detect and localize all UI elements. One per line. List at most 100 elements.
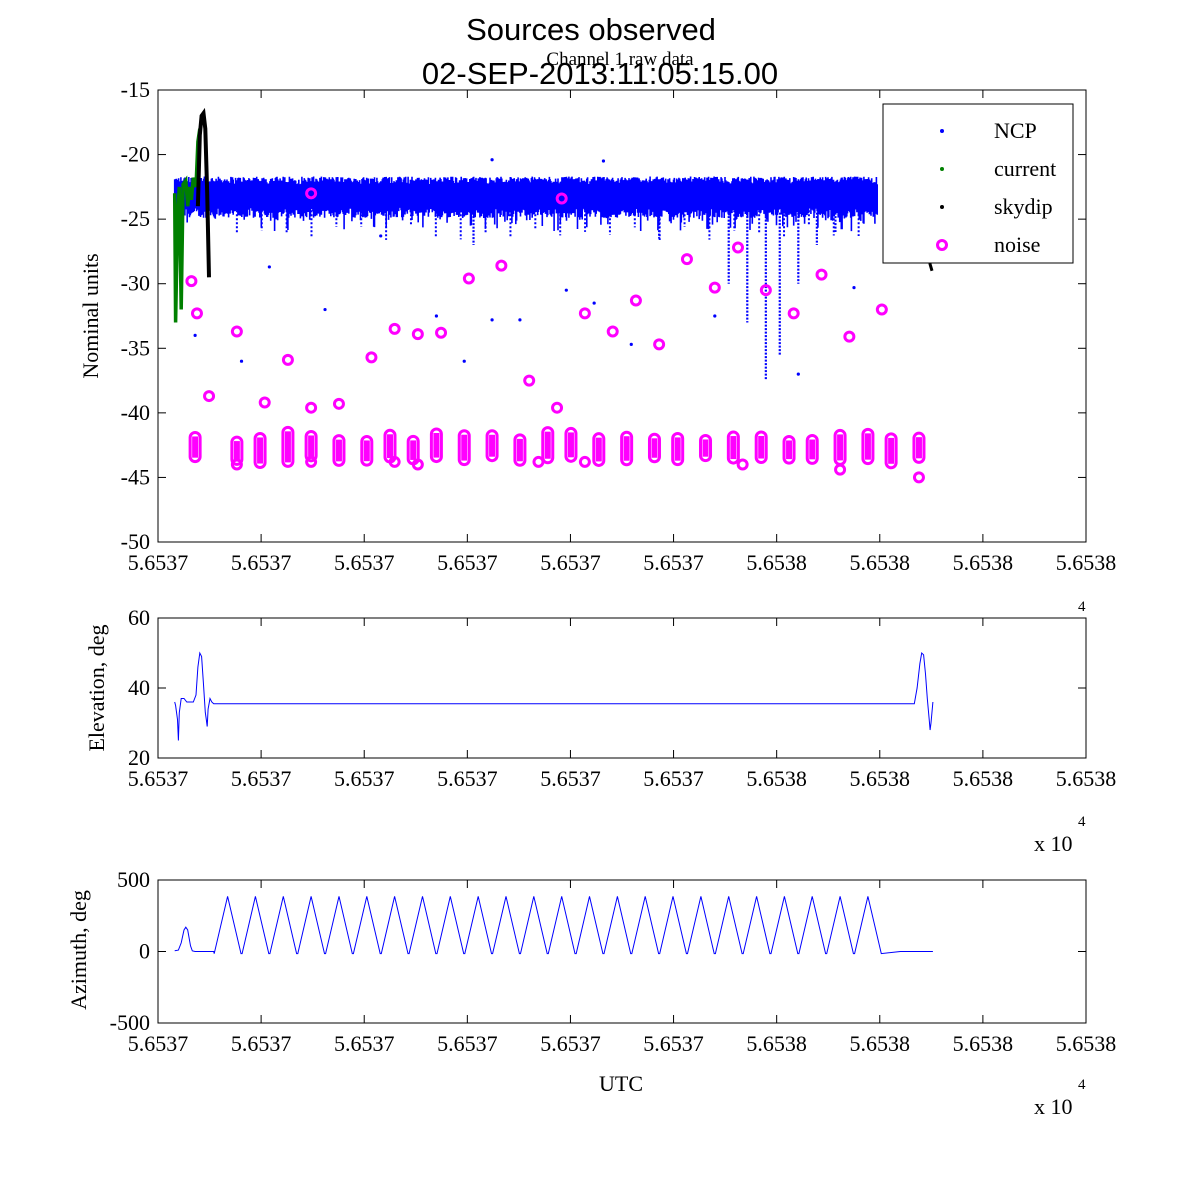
- noise-point: [680, 253, 693, 266]
- elevation-axes-box: [157, 617, 1087, 759]
- azimuth-ytick-label: -500: [110, 1010, 150, 1035]
- noise-cluster: [304, 429, 318, 463]
- noise-point: [365, 351, 378, 364]
- azimuth-xtick-label: 5.6537: [540, 1031, 601, 1056]
- noise-point: [815, 268, 828, 281]
- elevation-xtick-label: 5.6537: [334, 766, 395, 791]
- ncp-point: [852, 285, 856, 290]
- noise-cluster: [230, 435, 244, 466]
- noise-point: [495, 259, 508, 272]
- noise-cluster: [754, 430, 768, 465]
- ncp-series: [173, 158, 878, 381]
- noise-cluster: [620, 430, 634, 467]
- noise-point: [787, 307, 800, 320]
- ncp-point: [490, 318, 494, 322]
- ncp-point: [629, 342, 633, 347]
- legend-ncp-marker: [940, 129, 944, 133]
- noise-cluster: [457, 429, 471, 467]
- azimuth-x-ticks: 5.6537 5.6537 5.6537 5.6537 5.6537 5.6537 5.65…: [128, 880, 1116, 1056]
- raw-data-y-ticks: -15 -20 -25 -30 -35 -40 -45 -50: [121, 77, 1086, 554]
- raw-ytick-label: -25: [121, 206, 150, 231]
- raw-data-plot-area: [172, 107, 934, 484]
- raw-xtick-label: 5.6538: [850, 550, 911, 575]
- elevation-plot-area: [174, 651, 934, 741]
- noise-cluster: [281, 425, 295, 468]
- raw-xtick-label: 5.6537: [437, 550, 498, 575]
- ncp-point: [239, 359, 244, 363]
- azimuth-x-multiplier: x 10: [1034, 1094, 1073, 1119]
- noise-point: [532, 455, 545, 468]
- raw-xtick-label: 5.6538: [746, 550, 807, 575]
- azimuth-ytick-label: 500: [117, 867, 150, 892]
- legend-entry-ncp: NCP: [940, 118, 1037, 143]
- ncp-point: [592, 301, 596, 305]
- elevation-xtick-label: 5.6537: [231, 766, 292, 791]
- elevation-x-ticks: 5.6537 5.6537 5.6537 5.6537 5.6537 5.6537 5.65…: [128, 618, 1117, 791]
- raw-xtick-label: 5.6538: [1056, 550, 1117, 575]
- noise-point: [912, 471, 925, 484]
- elevation-xtick-label: 5.6538: [850, 766, 911, 791]
- raw-ytick-label: -30: [121, 271, 150, 296]
- noise-series: [185, 187, 926, 484]
- legend-entry-noise: noise: [936, 232, 1040, 257]
- ncp-point: [796, 372, 800, 376]
- elevation-x-exponent: 4: [1078, 814, 1086, 830]
- ncp-point: [564, 288, 568, 292]
- elevation-ytick-label: 60: [128, 605, 150, 630]
- elevation-xtick-label: 5.6538: [1056, 766, 1117, 791]
- noise-cluster: [188, 430, 202, 464]
- azimuth-x-exponent: 4: [1078, 1077, 1086, 1093]
- noise-cluster: [513, 433, 527, 467]
- raw-data-panel: -15-20-25-30-35-40-45-50 5.6537 5.6537 5.6…: [78, 77, 1116, 575]
- noise-cluster: [782, 434, 796, 465]
- azimuth-y-label: Azimuth, deg: [66, 890, 91, 1010]
- raw-ytick-label: -40: [121, 400, 150, 425]
- azimuth-xtick-label: 5.6538: [746, 1031, 807, 1056]
- skydip-series: [195, 107, 211, 278]
- noise-point: [305, 455, 318, 468]
- noise-point: [411, 458, 424, 471]
- raw-ytick-label: -20: [121, 142, 150, 167]
- noise-point: [759, 284, 772, 297]
- noise-point: [523, 374, 536, 387]
- ncp-point: [601, 159, 606, 163]
- noise-cluster: [429, 427, 443, 464]
- noise-point: [462, 272, 475, 285]
- azimuth-line: [174, 896, 933, 955]
- azimuth-xtick-label: 5.6538: [953, 1031, 1014, 1056]
- raw-data-x-exponent: 4: [1078, 599, 1086, 615]
- ncp-point: [323, 307, 327, 312]
- ncp-point: [267, 265, 271, 269]
- ncp-point: [379, 234, 383, 238]
- noise-cluster: [541, 426, 555, 465]
- noise-point: [332, 397, 345, 410]
- noise-cluster: [884, 432, 898, 470]
- ncp-point: [713, 314, 717, 318]
- figure-subtitle: Channel 1 raw data: [546, 49, 694, 70]
- noise-point: [555, 192, 568, 205]
- noise-point: [281, 353, 294, 366]
- noise-point: [708, 281, 721, 294]
- legend-entry-skydip: skydip: [940, 194, 1053, 219]
- noise-cluster: [671, 431, 685, 467]
- noise-cluster: [726, 430, 740, 465]
- noise-cluster: [253, 431, 267, 470]
- noise-point: [653, 338, 666, 351]
- legend-ncp-label: NCP: [994, 118, 1037, 143]
- raw-xtick-label: 5.6537: [128, 550, 189, 575]
- noise-point: [578, 455, 591, 468]
- noise-point: [230, 325, 243, 338]
- raw-xtick-label: 5.6537: [643, 550, 704, 575]
- legend-noise-marker: [936, 239, 948, 251]
- azimuth-xtick-label: 5.6538: [850, 1031, 911, 1056]
- noise-point: [190, 307, 203, 320]
- legend-skydip-label: skydip: [994, 194, 1053, 219]
- raw-data-x-ticks: 5.6537 5.6537 5.6537 5.6537 5.6537 5.6537 5.65…: [128, 90, 1117, 575]
- raw-ytick-label: -15: [121, 77, 150, 102]
- noise-point: [732, 241, 744, 254]
- noise-cluster: [912, 431, 926, 464]
- raw-ytick-label: -50: [121, 529, 150, 554]
- raw-ytick-label: -35: [121, 335, 150, 360]
